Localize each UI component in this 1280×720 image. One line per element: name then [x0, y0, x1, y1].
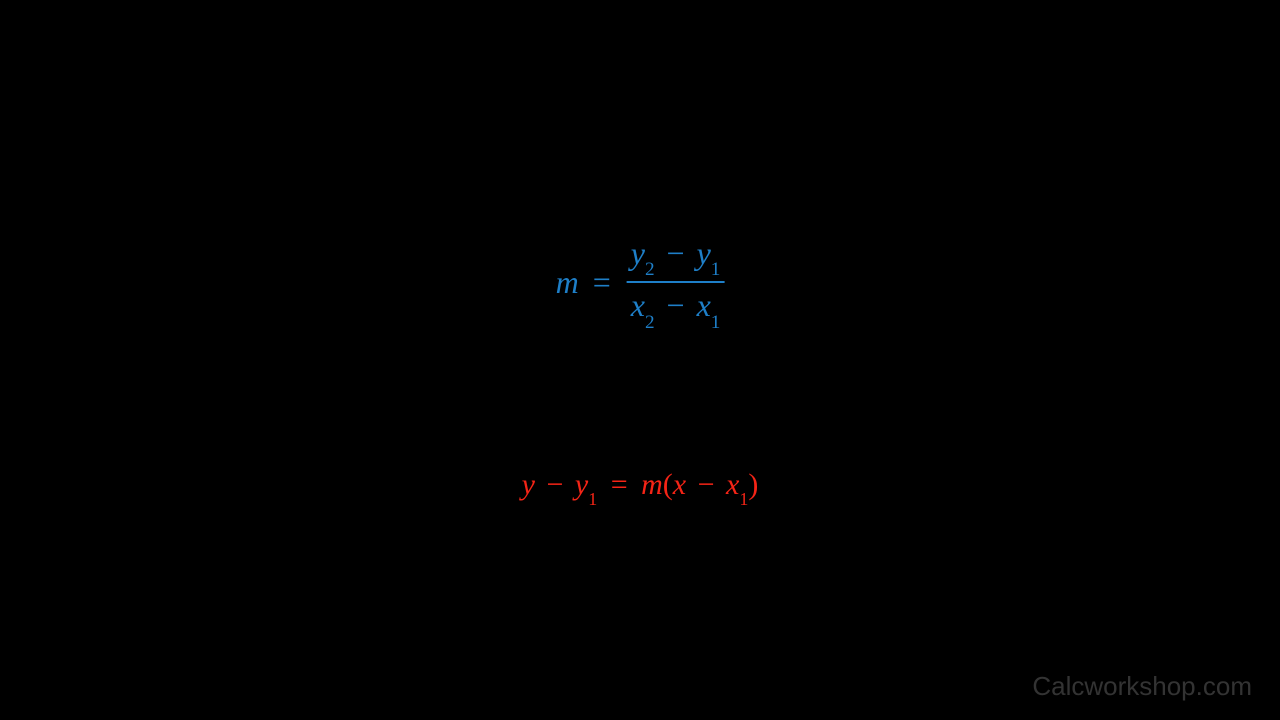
ps-y1-sub: 1 — [588, 489, 597, 509]
x2-var: x — [631, 287, 645, 323]
ps-paren-close: ) — [748, 468, 758, 501]
x1-var: x — [697, 287, 711, 323]
numerator: y2 − y1 — [627, 235, 725, 281]
ps-m: m — [641, 468, 663, 501]
y2-sub: 2 — [645, 259, 655, 280]
ps-equals: = — [611, 468, 628, 501]
slope-m: m = — [556, 264, 611, 301]
slope-formula: m = y2 − y1 x2 − x1 — [556, 235, 725, 330]
slope-fraction: y2 − y1 x2 − x1 — [627, 235, 725, 330]
ps-paren-open: ( — [663, 468, 673, 501]
ps-minus2: − — [698, 468, 715, 501]
ps-x1: x — [726, 468, 739, 501]
ps-minus1: − — [546, 468, 563, 501]
ps-x: x — [673, 468, 686, 501]
equals-sign: = — [593, 264, 611, 300]
x1-sub: 1 — [711, 312, 721, 333]
denominator: x2 − x1 — [627, 281, 725, 329]
y1-sub: 1 — [711, 259, 721, 280]
y2-var: y — [631, 235, 645, 271]
m-var: m — [556, 264, 579, 300]
y1-var: y — [697, 235, 711, 271]
x2-sub: 2 — [645, 312, 655, 333]
point-slope-formula: y − y1 = m(x − x1) — [522, 468, 759, 506]
ps-y: y — [522, 468, 535, 501]
watermark: Calcworkshop.com — [1032, 671, 1252, 702]
den-minus: − — [667, 287, 685, 323]
ps-x1-sub: 1 — [739, 489, 748, 509]
ps-y1: y — [575, 468, 588, 501]
num-minus: − — [667, 235, 685, 271]
